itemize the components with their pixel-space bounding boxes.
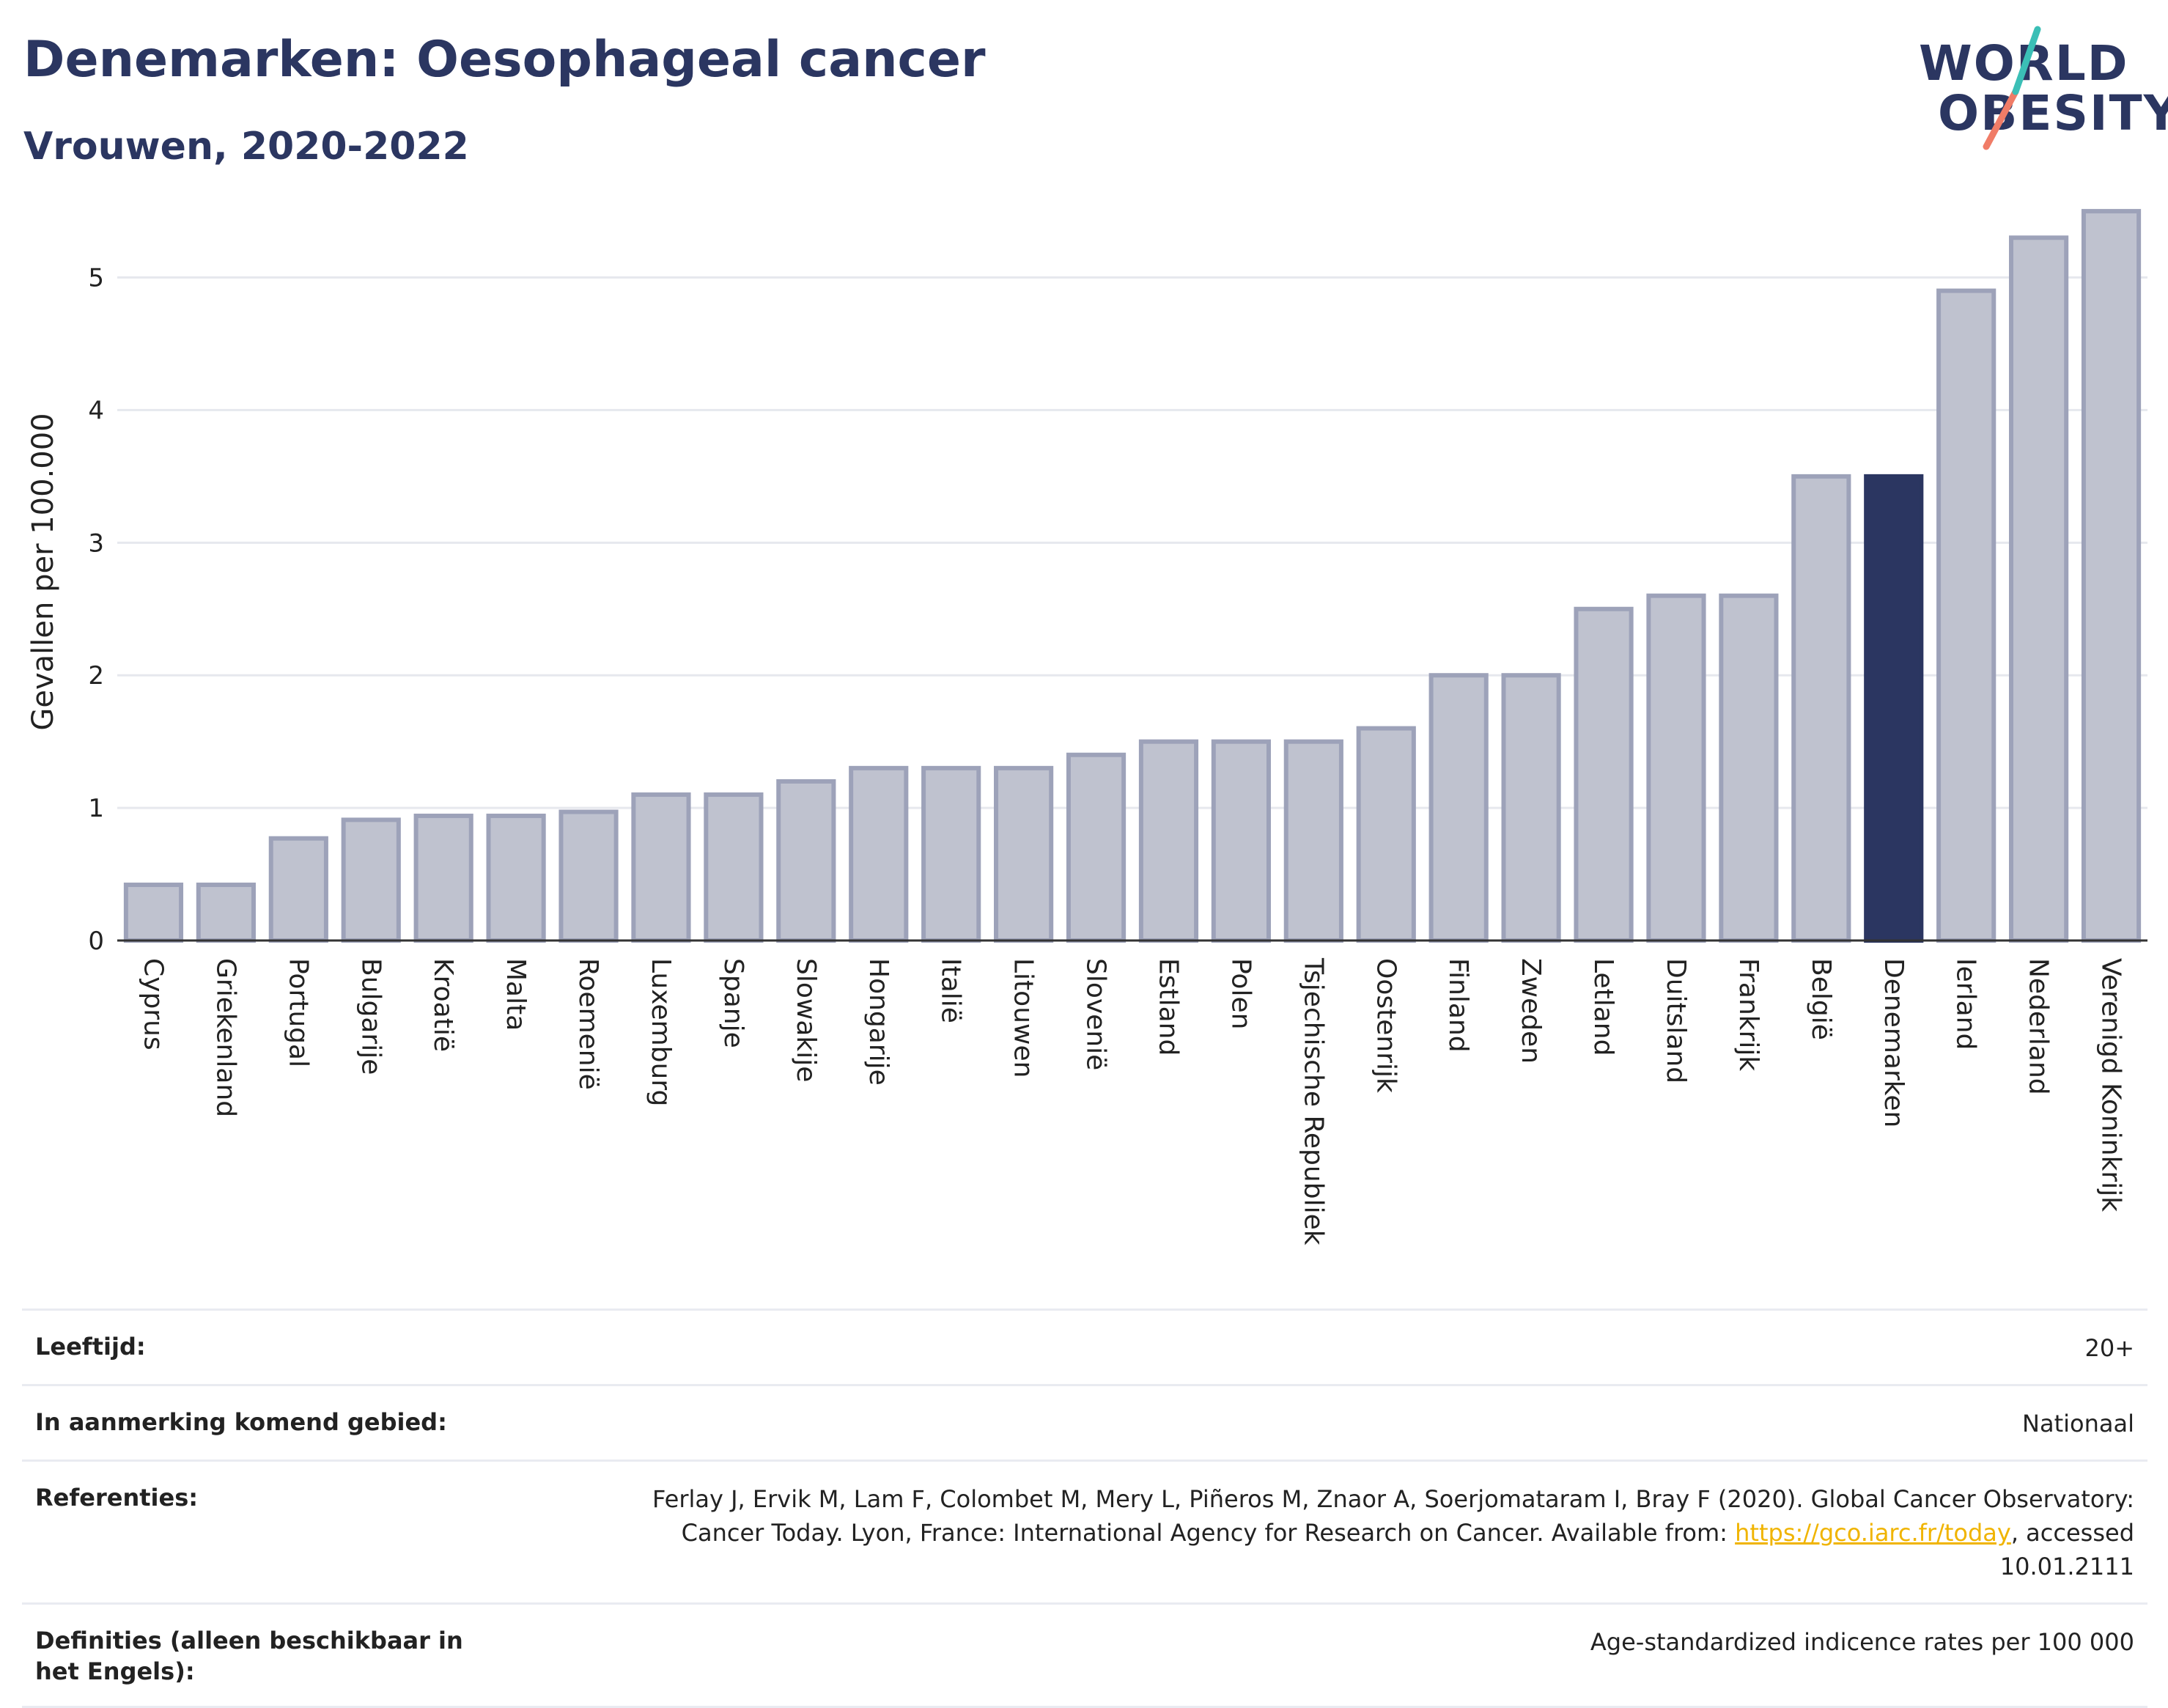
logo-line-2: OBESITY: [1938, 85, 2168, 141]
bar-highlight: [1864, 474, 1924, 943]
bar: [1574, 606, 1634, 943]
reference-text: Ferlay J, Ervik M, Lam F, Colombet M, Me…: [652, 1485, 2134, 1547]
bar: [558, 809, 619, 943]
info-label: Leeftijd:: [35, 1333, 146, 1361]
info-value: Nationaal: [2022, 1410, 2134, 1438]
bar: [1791, 474, 1851, 943]
bar: [1356, 726, 1416, 943]
x-tick-label: Slovenië: [1081, 958, 1111, 1070]
x-tick-label: Bulgarije: [355, 958, 386, 1075]
x-tick-label: Tsjechische Republiek: [1298, 957, 1328, 1245]
y-tick-label: 5: [88, 264, 104, 293]
world-obesity-logo: WORLD OBESITY: [1906, 22, 2168, 154]
bar: [776, 778, 836, 943]
x-tick-label: Luxemburg: [646, 958, 676, 1106]
x-tick-label: Spanje: [718, 958, 748, 1048]
x-tick-label: Letland: [1588, 958, 1618, 1056]
chart-title: Denemarken: Oesophageal cancer: [23, 31, 986, 89]
info-value: 20+: [2084, 1334, 2134, 1362]
bar: [123, 883, 184, 943]
x-tick-label: Malta: [501, 958, 531, 1031]
bar: [2009, 235, 2069, 943]
info-table: Leeftijd: 20+ In aanmerking komend gebie…: [22, 1308, 2147, 1708]
bar: [196, 883, 256, 943]
x-tick-label: Hongarije: [863, 958, 893, 1086]
info-value: Ferlay J, Ervik M, Lam F, Colombet M, Me…: [595, 1482, 2134, 1583]
x-tick-label: Polen: [1225, 958, 1256, 1029]
x-tick-label: Zweden: [1516, 958, 1546, 1064]
x-tick-label: Roemenië: [573, 958, 603, 1090]
x-tick-label: Nederland: [2024, 958, 2054, 1095]
x-tick-label: Kroatië: [428, 958, 458, 1052]
bar: [1501, 673, 1561, 943]
info-label: In aanmerking komend gebied:: [35, 1408, 447, 1436]
x-tick-label: Finland: [1443, 958, 1473, 1053]
info-row-area: In aanmerking komend gebied: Nationaal: [22, 1384, 2147, 1459]
info-value: Age-standardized indicence rates per 100…: [1590, 1628, 2134, 1656]
info-row-age: Leeftijd: 20+: [22, 1308, 2147, 1384]
axes: 0 1 2 3 4 5: [88, 264, 2147, 956]
bar: [1428, 673, 1489, 943]
x-tick-label: Slowakije: [791, 958, 821, 1082]
bar-chart: 0 1 2 3 4 5 Cyprus Griekenland Portugal Bulgarij…: [26, 209, 2147, 1245]
info-row-definitions: Definities (alleen beschikbaar in het En…: [22, 1602, 2147, 1708]
x-tick-label: Verenigd Koninkrijk: [2096, 958, 2126, 1212]
y-tick-label: 3: [88, 529, 104, 558]
x-tick-label: Estland: [1153, 958, 1183, 1056]
x-tick-label: Duitsland: [1661, 958, 1691, 1083]
bar: [341, 817, 401, 943]
x-tick-label: Oostenrijk: [1371, 958, 1401, 1093]
y-tick-label: 0: [88, 927, 104, 956]
reference-accessed: , accessed 10.01.2111: [1999, 1519, 2134, 1580]
bar: [849, 765, 909, 943]
bar: [268, 836, 328, 943]
x-tick-label: Portugal: [283, 958, 313, 1067]
y-axis-label: Gevallen per 100.000: [26, 413, 60, 730]
x-tick-label: Litouwen: [1009, 958, 1039, 1078]
bar: [1719, 593, 1779, 943]
category-labels: Cyprus Griekenland Portugal Bulgarije Kroati…: [138, 957, 2125, 1245]
bars: [123, 209, 2142, 943]
bar: [486, 813, 546, 943]
y-tick-label: 4: [88, 396, 104, 425]
bar: [1211, 739, 1271, 943]
bar: [631, 792, 691, 943]
chart-subtitle: Vrouwen, 2020-2022: [23, 125, 469, 169]
bar: [704, 792, 764, 943]
x-tick-label: Denemarken: [1878, 958, 1909, 1127]
x-tick-label: België: [1806, 958, 1836, 1040]
bar: [921, 765, 981, 943]
x-tick-label: Frankrijk: [1733, 958, 1763, 1071]
bar: [1646, 593, 1706, 943]
info-label: Definities (alleen beschikbaar in het En…: [35, 1627, 463, 1685]
bar: [994, 765, 1054, 943]
bar: [1936, 288, 1996, 943]
info-label: Referenties:: [35, 1484, 199, 1512]
y-tick-label: 1: [88, 794, 104, 823]
x-tick-label: Griekenland: [210, 958, 240, 1117]
x-tick-label: Cyprus: [138, 958, 168, 1050]
y-tick-label: 2: [88, 661, 104, 691]
bar: [1066, 752, 1127, 943]
bar: [1283, 739, 1343, 943]
bar: [2081, 209, 2142, 943]
x-tick-label: Italië: [936, 958, 966, 1023]
bar: [1138, 739, 1199, 943]
logo-slash-icon: [1983, 26, 2041, 150]
reference-link[interactable]: https://gco.iarc.fr/today: [1735, 1519, 2011, 1547]
info-row-references: Referenties: Ferlay J, Ervik M, Lam F, C…: [22, 1459, 2147, 1602]
bar: [413, 813, 473, 943]
x-tick-label: Ierland: [1951, 958, 1981, 1050]
